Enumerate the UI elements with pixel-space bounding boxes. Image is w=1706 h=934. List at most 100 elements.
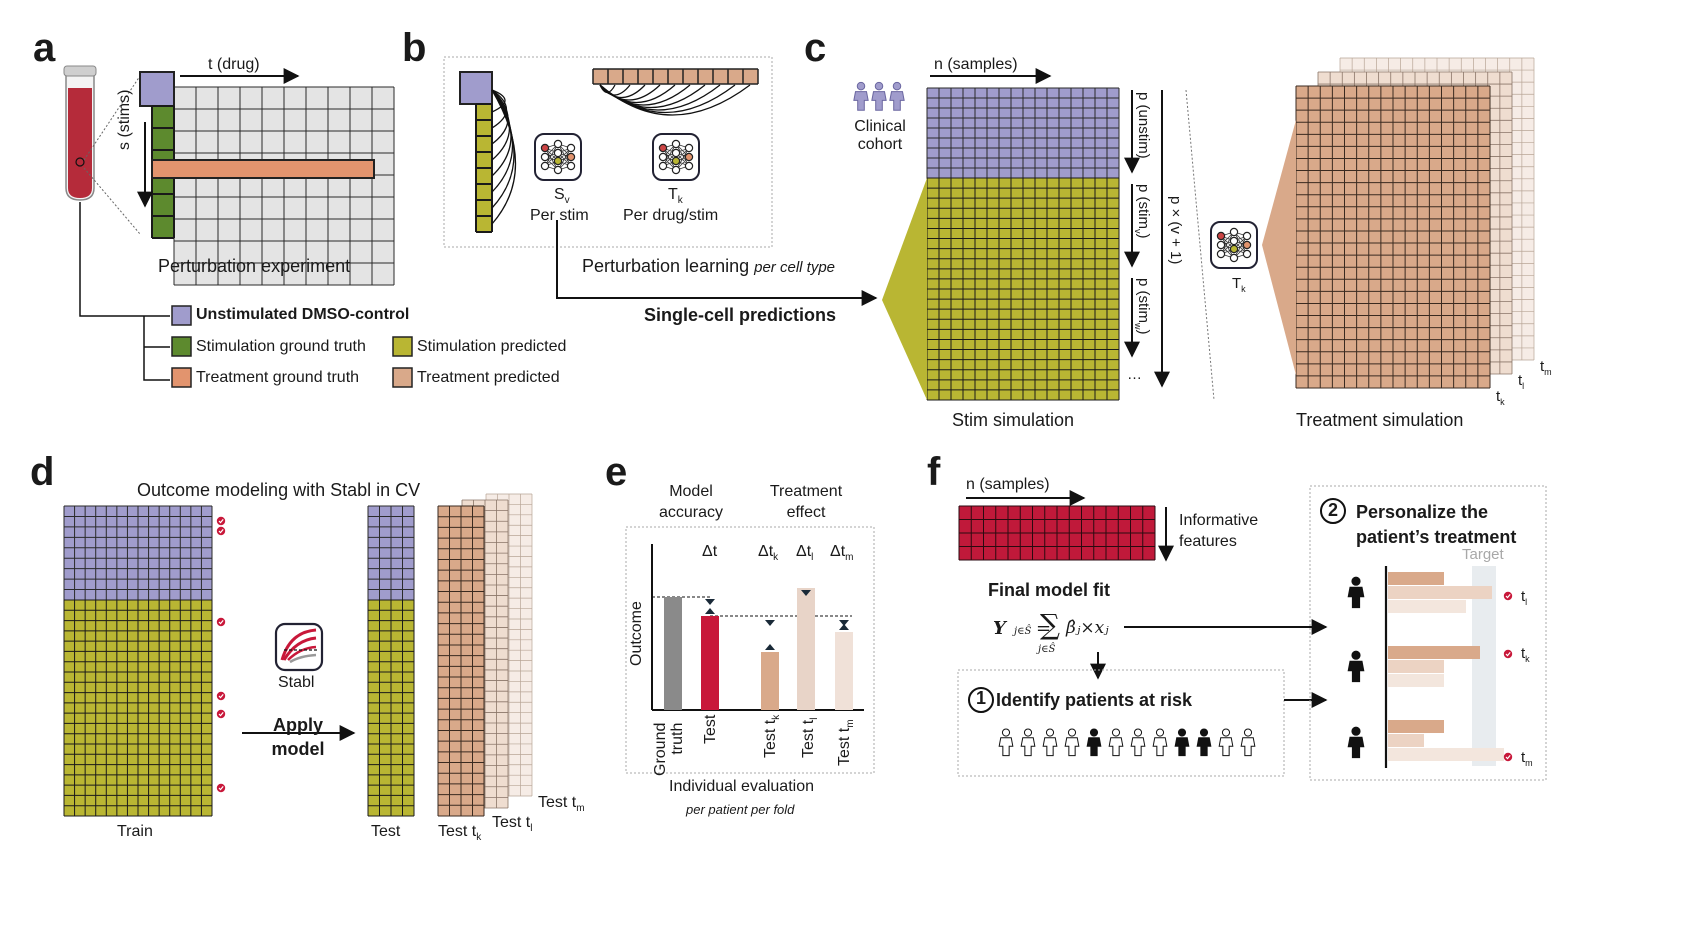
check-circle-icon-3 <box>216 691 226 701</box>
target-band <box>1472 566 1496 766</box>
panel-b-frame <box>443 56 773 248</box>
panel-label-a: a <box>33 26 56 70</box>
numbered-circle-icon-1 <box>968 687 994 713</box>
treat-sim-funnel <box>1262 120 1296 375</box>
stim-sim-stim-grid <box>926 177 1120 401</box>
check-circle-icon-0-tick <box>218 519 224 524</box>
axis-s-stims: s (stims) <box>116 89 133 150</box>
check-circle-icon-1-disc <box>216 526 226 536</box>
check-circle-icon-2 <box>216 617 226 627</box>
delta-tm: Δtm <box>830 543 854 564</box>
person-icon-patient-5-body <box>1108 737 1124 757</box>
title-outcome-modeling: Outcome modeling with Stabl in CV <box>137 480 421 500</box>
exp-unstim-cell <box>139 71 175 107</box>
test-unstim-grid <box>367 505 415 601</box>
apply-model-label: Apply model <box>271 715 325 759</box>
b-arc <box>491 89 506 113</box>
axis-n-samples-c: n (samples) <box>934 56 1018 73</box>
step1-number: 1 <box>975 688 986 708</box>
b-treatment-row-fill <box>593 69 758 84</box>
person-icon-patient-6-body <box>1130 737 1146 757</box>
single-cell-arrow <box>556 220 878 306</box>
e-bar-ground-truth <box>664 597 682 710</box>
e-bar-test-tk <box>761 652 779 710</box>
bar-label-test-tk: Test tk <box>762 714 783 758</box>
test-tk-grid-lines <box>437 505 485 817</box>
e-delta-marker-1 <box>705 608 715 614</box>
person-icon-patient-10 <box>1218 728 1234 757</box>
person-icon-patient-0 <box>998 728 1014 757</box>
check-circle-icon-0-disc <box>216 516 226 526</box>
check-circle-icon-4-tick <box>218 712 224 717</box>
person-icon-2-head <box>874 81 884 91</box>
neural-net-icon-tk <box>652 133 700 181</box>
sv-label: Sv <box>554 186 570 207</box>
check-circle-icon-tm-tick <box>1505 755 1511 760</box>
check-circle-icon-1-tick <box>218 529 224 534</box>
final-model-fit-label: Final model fit <box>988 580 1111 600</box>
legend-swatch-unstim <box>171 305 192 326</box>
formula-equals: = <box>1036 618 1052 639</box>
neural-net-icon-tk-c-node <box>1229 253 1239 263</box>
person-icon-patient-3-body <box>1064 737 1080 757</box>
person-icon-patient-4 <box>1086 728 1102 757</box>
person-icon-patient-6 <box>1130 728 1146 757</box>
stack-label-tk: tk <box>1496 388 1505 407</box>
formula-lhs-sub: j∈Ŝ <box>1014 626 1032 637</box>
e-delta-marker-2 <box>765 620 775 626</box>
neural-net-icon-sv-node <box>566 161 576 171</box>
neural-net-icon-tk-node <box>671 165 681 175</box>
person-icon-patient-7-body <box>1152 737 1168 757</box>
bar-label-test: Test <box>702 714 719 744</box>
stabl-curve-4 <box>289 653 317 664</box>
person-icon-patient-3 <box>1064 728 1080 757</box>
tag-tl: tl <box>1521 588 1528 607</box>
test-stim-grid-lines <box>367 599 415 817</box>
person-icon-patient-9-body <box>1196 737 1212 757</box>
person-icon-patient-7-head <box>1155 728 1165 737</box>
neural-net-icon-tk-node <box>658 143 668 153</box>
p-stim-v-label: p (stimv) <box>1133 184 1152 239</box>
check-circle-icon-tl <box>1503 591 1513 601</box>
p-ellipsis: … <box>1127 366 1142 383</box>
person-icon-treat-3-body <box>1347 736 1365 759</box>
train-unstim-grid <box>63 505 213 601</box>
neural-net-icon-tk-c-node <box>1229 244 1239 254</box>
person-icon-patient-1-head <box>1023 728 1033 737</box>
legend-swatch-treat-gt <box>171 367 192 388</box>
f-bar-2-1 <box>1388 734 1424 747</box>
step2-label: Personalize the patient’s treatment <box>1356 502 1517 547</box>
numbered-circle-icon-2 <box>1320 498 1346 524</box>
person-icon-2-body <box>871 91 887 111</box>
train-unstim-grid-lines <box>63 505 213 601</box>
clinical-cohort-label: Clinical cohort <box>854 118 906 153</box>
step1-label: Identify patients at risk <box>996 690 1193 710</box>
person-icon-patient-0-body <box>998 737 1014 757</box>
person-icon-patient-9-head <box>1199 728 1209 737</box>
c-divider <box>1185 89 1215 401</box>
tag-tk: tk <box>1521 645 1530 664</box>
check-circle-icon-tk-disc <box>1503 649 1513 659</box>
legend-treat-pred: Treatment predicted <box>417 369 560 386</box>
e-delta-marker-4 <box>801 590 811 596</box>
person-icon-treat-1 <box>1347 576 1365 609</box>
person-icon-patient-2-body <box>1042 737 1058 757</box>
b-stim-column <box>475 103 493 233</box>
person-icon-3-head <box>892 81 902 91</box>
person-icon-patient-2 <box>1042 728 1058 757</box>
check-circle-icon-5-tick <box>218 786 224 791</box>
b-stim-arcs <box>491 89 517 225</box>
person-icon-patient-4-body <box>1086 737 1102 757</box>
stim-sim-funnel <box>882 178 927 400</box>
feature-grid <box>958 505 1156 561</box>
f-bar-2-0 <box>1388 720 1444 733</box>
person-icon-1 <box>853 81 869 111</box>
neural-net-icon-sv-node <box>540 143 550 153</box>
panel-label-d: d <box>30 450 55 494</box>
person-icon-patient-11 <box>1240 728 1256 757</box>
e-delta-marker-6 <box>839 624 849 630</box>
b-treatment-row <box>592 68 759 85</box>
caption-per-patient: per patient per fold <box>686 802 795 817</box>
single-cell-predictions-label: Single-cell predictions <box>644 305 837 325</box>
